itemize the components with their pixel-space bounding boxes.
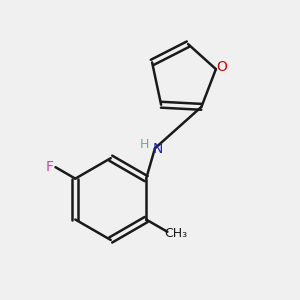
- Text: CH₃: CH₃: [164, 227, 187, 240]
- Text: F: F: [46, 160, 54, 174]
- Text: H: H: [140, 138, 149, 151]
- Text: N: N: [152, 142, 163, 156]
- Text: O: O: [216, 61, 227, 74]
